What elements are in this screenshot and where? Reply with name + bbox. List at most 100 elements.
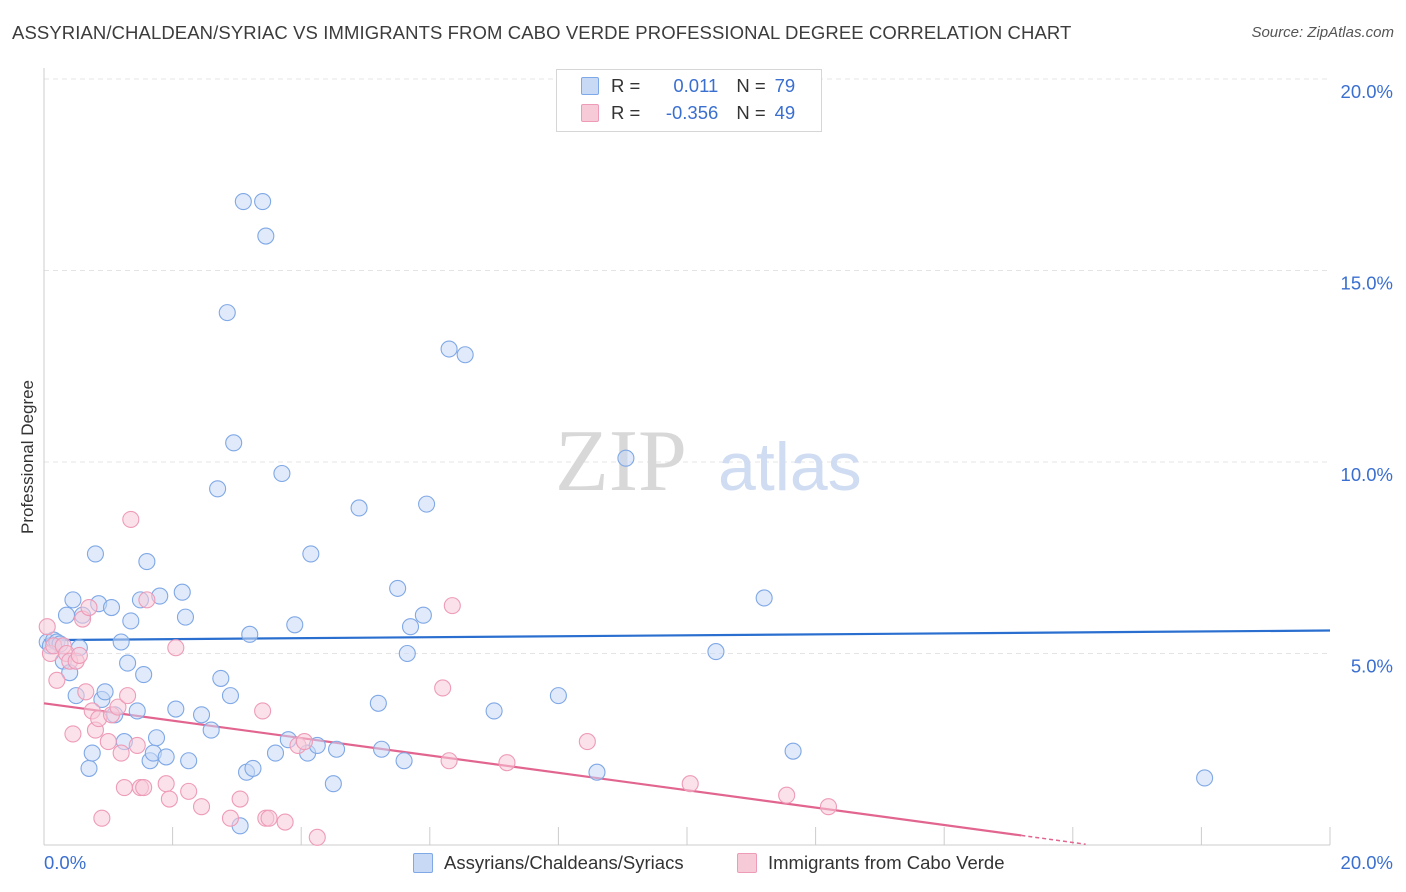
cabo-verde-point bbox=[64, 725, 82, 743]
gridlines bbox=[44, 78, 1330, 654]
assyrians-trend-line bbox=[43, 629, 1331, 642]
assyrians-point bbox=[266, 744, 285, 762]
assyrians-point bbox=[328, 740, 346, 758]
cabo-verde-point bbox=[77, 683, 95, 701]
assyrians-point bbox=[389, 579, 407, 597]
assyrians-point bbox=[202, 721, 220, 739]
assyrians-point bbox=[212, 669, 230, 687]
cabo-verde-point bbox=[115, 778, 133, 797]
correlation-legend: R = 0.011 N = 79 R = -0.356 N = 49 bbox=[556, 69, 822, 132]
cabo-verde-point bbox=[443, 597, 461, 615]
cabo-verde-point bbox=[109, 698, 127, 716]
trend-lines bbox=[43, 629, 1331, 845]
assyrians-point bbox=[167, 700, 185, 718]
assyrians-point bbox=[784, 742, 802, 760]
cabo-verde-point bbox=[93, 809, 111, 827]
cabo-verde-point bbox=[167, 639, 185, 657]
cabo-verde-point bbox=[260, 809, 278, 827]
assyrians-point bbox=[119, 654, 137, 672]
cabo-verde-point bbox=[112, 744, 130, 762]
assyrians-point bbox=[257, 227, 275, 245]
legend-n-value: 49 bbox=[774, 102, 796, 123]
cabo-verde-point bbox=[180, 782, 198, 800]
assyrians-point bbox=[241, 625, 259, 643]
assyrians-point bbox=[173, 583, 191, 601]
legend-swatch-pink bbox=[737, 853, 757, 873]
assyrians-point bbox=[80, 759, 98, 777]
cabo-verde-point bbox=[80, 598, 98, 617]
assyrians-point bbox=[57, 606, 76, 624]
assyrians-point bbox=[418, 495, 436, 513]
assyrians-point bbox=[456, 346, 474, 364]
assyrians-point bbox=[755, 589, 773, 607]
source-label: Source: ZipAtlas.com bbox=[1251, 24, 1394, 41]
cabo-verde-point bbox=[70, 646, 88, 664]
assyrians-point bbox=[112, 633, 130, 651]
cabo-verde-point bbox=[440, 752, 458, 770]
legend-swatch-blue bbox=[413, 853, 433, 873]
y-tick-label: 20.0% bbox=[1341, 81, 1393, 102]
watermark-atlas: atlas bbox=[718, 429, 862, 505]
assyrians-point bbox=[176, 608, 195, 626]
assyrians-point bbox=[549, 687, 567, 705]
cabo-verde-point bbox=[681, 775, 699, 793]
assyrians-point bbox=[225, 434, 243, 452]
cabo-verde-trend-line bbox=[43, 702, 1022, 837]
legend-n-label: N = bbox=[736, 102, 766, 123]
assyrians-point bbox=[302, 545, 320, 563]
assyrians-point bbox=[157, 748, 175, 766]
legend-swatch-blue bbox=[581, 77, 599, 95]
cabo-verde-point bbox=[308, 828, 326, 846]
legend-r-value: 0.011 bbox=[673, 75, 719, 96]
cabo-verde-point bbox=[254, 702, 272, 720]
x-tick-label: 20.0% bbox=[1341, 852, 1393, 873]
assyrians-point bbox=[64, 591, 82, 609]
assyrians-point bbox=[398, 644, 416, 663]
assyrians-point bbox=[588, 763, 606, 781]
assyrians-point bbox=[414, 606, 432, 624]
y-tick-label: 15.0% bbox=[1341, 273, 1393, 294]
axes bbox=[43, 68, 1331, 846]
cabo-verde-trend-extension bbox=[1021, 834, 1086, 845]
cabo-verde-point bbox=[38, 618, 56, 636]
assyrians-point bbox=[135, 666, 153, 684]
series-legend: Assyrians/Chaldeans/Syriacs Immigrants f… bbox=[0, 852, 1406, 876]
assyrians-point bbox=[324, 775, 342, 793]
assyrians-point bbox=[617, 449, 635, 467]
assyrians-point bbox=[147, 729, 166, 747]
assyrians-point bbox=[395, 752, 413, 770]
assyrians-point bbox=[373, 740, 391, 758]
assyrians-point bbox=[218, 304, 236, 322]
cabo-verde-point bbox=[138, 591, 156, 609]
y-tick-label: 5.0% bbox=[1351, 656, 1393, 677]
legend-label: Assyrians/Chaldeans/Syriacs bbox=[444, 852, 684, 873]
cabo-verde-point bbox=[498, 754, 516, 772]
y-tick-label: 10.0% bbox=[1341, 464, 1393, 485]
x-tick-label: 0.0% bbox=[44, 852, 86, 873]
assyrians-point bbox=[122, 612, 140, 630]
cabo-verde-point bbox=[160, 790, 178, 808]
legend-n-value: 79 bbox=[774, 75, 796, 96]
tick-labels: 5.0% 10.0% 15.0% 20.0% 0.0% 20.0% bbox=[44, 81, 1393, 873]
assyrians-point bbox=[102, 598, 121, 617]
legend-r-label: R = bbox=[611, 75, 641, 96]
assyrians-point bbox=[485, 702, 503, 720]
assyrians-point bbox=[138, 553, 156, 571]
assyrians-point bbox=[209, 480, 227, 498]
assyrians-point bbox=[440, 340, 458, 358]
assyrians-point bbox=[192, 706, 211, 724]
legend-row-assyrians: R = 0.011 N = 79 bbox=[581, 74, 795, 98]
assyrians-point bbox=[234, 193, 252, 211]
cabo-verde-point bbox=[99, 733, 117, 751]
assyrians-point bbox=[369, 694, 387, 712]
cabo-verde-point bbox=[128, 736, 146, 754]
assyrians-point bbox=[86, 545, 104, 563]
legend-item-assyrians: Assyrians/Chaldeans/Syriacs bbox=[413, 852, 684, 874]
assyrians-point bbox=[180, 752, 198, 770]
assyrians-point bbox=[401, 618, 420, 636]
assyrians-point bbox=[286, 616, 304, 634]
cabo-verde-point bbox=[221, 809, 240, 827]
cabo-verde-point bbox=[48, 671, 66, 689]
cabo-verde-point bbox=[192, 798, 211, 816]
